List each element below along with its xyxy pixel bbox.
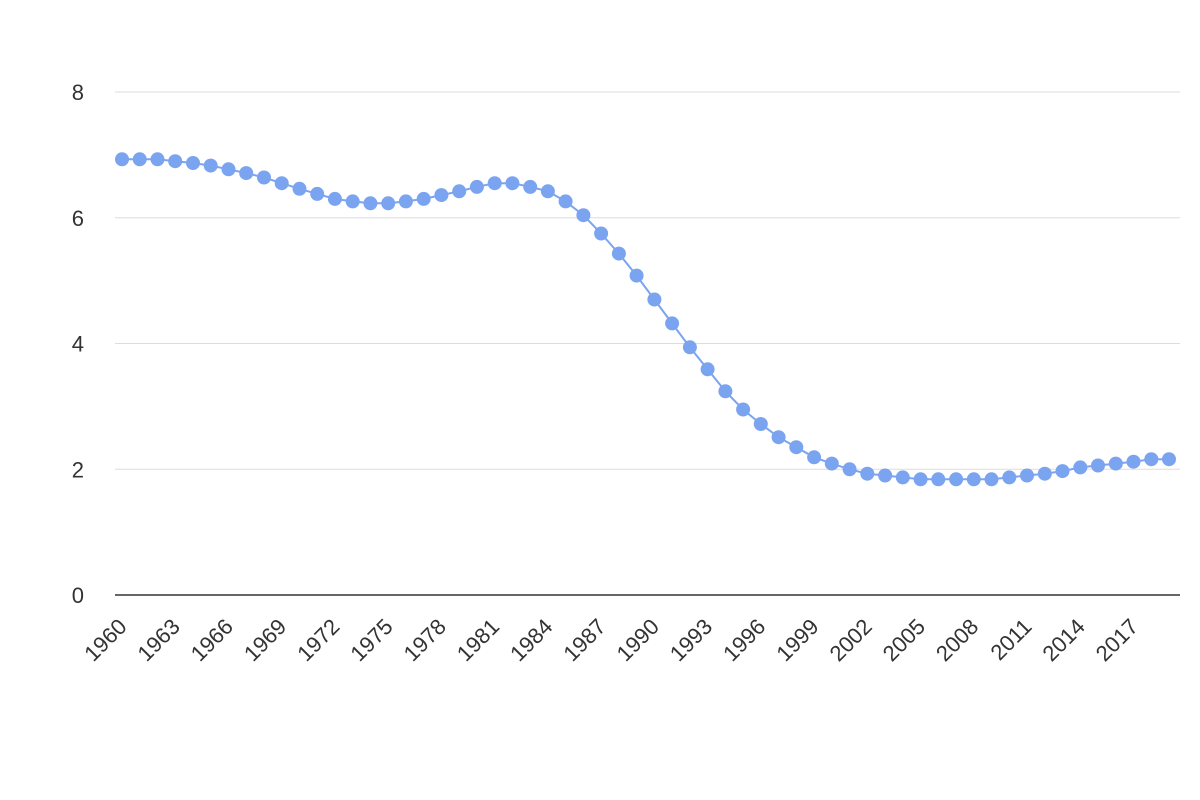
data-point (895, 470, 910, 485)
x-tick-label: 2002 (825, 614, 877, 666)
data-point (452, 184, 467, 199)
data-point (186, 156, 200, 170)
x-tick-label: 2008 (931, 614, 983, 666)
x-axis-ticks: 1960 1963 1966 1969 1972 1975 1978 1981 1984 1987… (79, 614, 1143, 666)
data-point (1091, 458, 1105, 473)
data-point (789, 440, 804, 455)
data-point (558, 194, 573, 209)
data-point (327, 191, 342, 206)
data-point (257, 170, 271, 185)
x-tick-label: 1969 (239, 614, 291, 666)
x-tick-label: 1960 (79, 614, 131, 666)
x-tick-label: 1984 (505, 614, 557, 666)
x-tick-label: 1981 (452, 614, 504, 666)
x-tick-label: 1990 (612, 614, 664, 666)
x-tick-label: 1975 (345, 614, 397, 666)
data-point (878, 468, 893, 483)
data-point (1020, 468, 1034, 483)
data-point (665, 316, 680, 331)
data-point (523, 179, 538, 194)
x-tick-label: 1993 (665, 614, 717, 666)
data-point (505, 176, 520, 191)
data-point (576, 208, 591, 223)
data-point (611, 246, 626, 261)
data-point (540, 184, 555, 199)
data-point (469, 179, 484, 194)
data-point (1126, 454, 1141, 469)
gridlines (115, 91, 1180, 470)
data-point (274, 176, 289, 191)
data-point (1144, 452, 1159, 467)
data-point (931, 472, 946, 487)
data-point (150, 152, 165, 167)
y-tick-label: 0 (72, 583, 84, 608)
data-point (1002, 470, 1017, 485)
data-point (807, 450, 822, 465)
data-point (842, 462, 857, 477)
data-point (753, 417, 768, 431)
data-point (221, 162, 236, 177)
data-point (966, 472, 981, 487)
y-tick-label: 8 (72, 80, 84, 105)
x-tick-label: 1996 (718, 614, 770, 666)
data-point (239, 166, 254, 181)
data-point (860, 466, 875, 481)
data-point (682, 340, 697, 355)
data-point (292, 181, 307, 196)
series-group (115, 152, 1176, 487)
series-line (122, 158, 1169, 481)
data-point (771, 430, 786, 445)
data-point (913, 472, 928, 487)
data-point (381, 196, 396, 211)
data-point (1162, 452, 1176, 467)
data-point (487, 176, 502, 191)
x-tick-label: 1963 (132, 614, 184, 666)
y-tick-label: 4 (72, 332, 84, 357)
data-point (1037, 466, 1052, 481)
data-point (434, 188, 449, 203)
data-point (363, 196, 378, 211)
x-tick-label: 2017 (1091, 614, 1143, 666)
data-point (310, 186, 325, 201)
data-point (168, 154, 183, 169)
data-point (629, 268, 644, 283)
data-point (1108, 456, 1123, 471)
data-point (718, 384, 733, 399)
data-point (115, 152, 129, 167)
y-tick-label: 6 (72, 206, 84, 231)
data-point (700, 362, 715, 377)
x-tick-label: 1966 (186, 614, 238, 666)
x-tick-label: 2014 (1038, 614, 1090, 666)
data-point (949, 472, 964, 487)
data-point (824, 456, 839, 471)
data-point (1055, 464, 1070, 479)
data-point (203, 158, 218, 173)
data-point (736, 402, 751, 417)
data-point (594, 226, 609, 241)
data-point (1073, 460, 1088, 475)
x-tick-label: 1999 (771, 614, 823, 666)
y-axis-ticks: 0 2 4 6 8 (72, 80, 84, 608)
x-tick-label: 2005 (878, 614, 930, 666)
x-tick-label: 1972 (292, 614, 344, 666)
y-tick-label: 2 (72, 457, 84, 482)
data-point (984, 472, 999, 487)
x-tick-label: 1987 (558, 614, 610, 666)
data-point (416, 191, 431, 206)
data-point (398, 194, 413, 209)
data-point (345, 194, 360, 209)
data-point (132, 152, 147, 167)
data-point (647, 292, 662, 307)
x-tick-label: 2011 (985, 614, 1036, 665)
x-tick-label: 1978 (399, 614, 451, 666)
